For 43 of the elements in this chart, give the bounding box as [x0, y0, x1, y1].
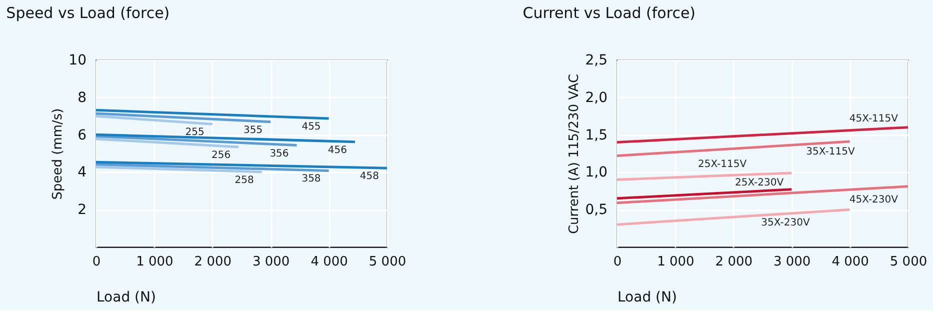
- series-label: 456: [328, 144, 347, 156]
- y-axis-title: Speed (mm/s): [50, 108, 66, 200]
- y-tick-label: 1,5: [585, 127, 608, 144]
- y-tick-label: 0,5: [585, 202, 608, 218]
- x-tick-label: 3 000: [773, 254, 811, 270]
- chart-title: Speed vs Load (force): [6, 4, 170, 22]
- x-axis-title: Load (N): [618, 290, 677, 306]
- y-tick-label: 1,0: [585, 164, 608, 181]
- x-tick-label: 2 000: [194, 254, 232, 270]
- x-tick-label: 4 000: [832, 254, 869, 270]
- y-tick-label: 4: [78, 164, 87, 181]
- y-tick-label: 8: [78, 90, 86, 106]
- y-tick-label: 2,0: [585, 90, 608, 106]
- x-tick-label: 1 000: [657, 254, 694, 270]
- y-tick-label: 6: [78, 127, 87, 144]
- y-axis-title: Current (A) 115/230 VAC: [567, 74, 582, 234]
- series-label: 45X-115V: [849, 113, 898, 124]
- series-label: 35X-230V: [761, 218, 810, 229]
- x-tick-label: 5 000: [890, 254, 928, 270]
- series-label: 256: [211, 150, 231, 161]
- x-tick-label: 3 000: [252, 254, 290, 270]
- series-label: 455: [302, 122, 321, 133]
- series-label: 255: [185, 127, 204, 138]
- series-label: 258: [234, 175, 254, 186]
- y-tick-label: 10: [68, 52, 86, 68]
- series-label: 458: [360, 171, 379, 182]
- series-label: 358: [302, 174, 321, 185]
- series-label: 35X-115V: [806, 146, 855, 158]
- y-tick-label: 2,5: [585, 52, 608, 68]
- x-axis-title: Load (N): [96, 290, 156, 306]
- x-tick-label: 0: [92, 254, 101, 270]
- x-tick-label: 4 000: [310, 254, 348, 270]
- chart-title: Current vs Load (force): [522, 4, 696, 22]
- x-tick-label: 2 000: [715, 254, 753, 270]
- series-label: 355: [244, 124, 263, 136]
- series-label: 25X-230V: [734, 177, 784, 188]
- series-label: 25X-115V: [698, 158, 747, 170]
- y-tick-label: 2: [78, 202, 86, 218]
- x-tick-label: 5 000: [368, 254, 406, 270]
- x-tick-label: 0: [613, 254, 622, 270]
- x-tick-label: 1 000: [136, 254, 174, 270]
- series-label: 45X-230V: [849, 194, 898, 206]
- series-label: 356: [270, 148, 289, 160]
